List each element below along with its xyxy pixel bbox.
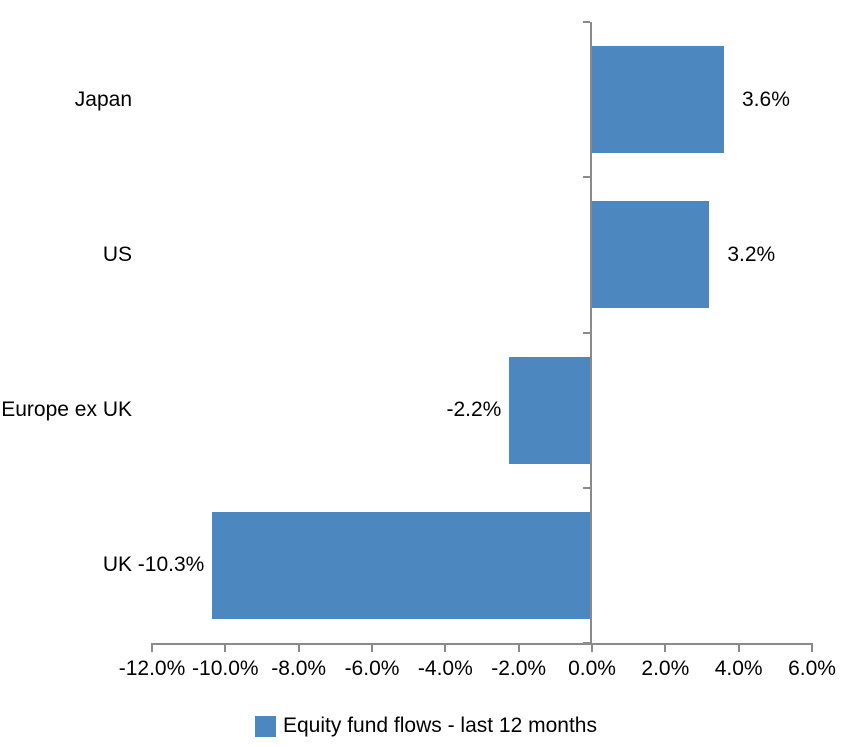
value-label-japan: 3.6% [742, 87, 790, 111]
x-tick-label: 4.0% [714, 657, 763, 680]
x-tick-label: -2.0% [491, 657, 547, 680]
x-tick-label: 0.0% [568, 657, 616, 680]
x-axis-line [151, 643, 813, 645]
legend-swatch [255, 715, 276, 737]
x-tick-label: -4.0% [417, 657, 473, 680]
x-axis-tick [151, 643, 153, 652]
category-label-japan: Japan [74, 87, 132, 111]
category-label-us: US [102, 242, 132, 266]
category-label-uk: UK [102, 553, 132, 577]
bar-japan [592, 46, 724, 154]
legend-label: Equity fund flows - last 12 months [283, 714, 597, 737]
bar-us [592, 201, 710, 309]
x-axis-tick [297, 643, 300, 652]
x-tick-label: 6.0% [788, 657, 836, 680]
y-axis-tick [583, 642, 590, 644]
x-axis-tick [737, 643, 740, 652]
legend: Equity fund flows - last 12 months [0, 712, 852, 740]
x-tick-label: -12.0% [118, 657, 186, 680]
bar-europe-ex-uk [509, 356, 590, 464]
x-tick-label: -6.0% [344, 657, 400, 680]
y-axis-tick [583, 331, 590, 334]
x-axis-tick [591, 643, 593, 652]
y-axis-tick [583, 176, 590, 179]
x-tick-label: -8.0% [271, 657, 327, 680]
bar-uk [212, 511, 590, 619]
value-label-us: 3.2% [727, 242, 776, 266]
x-axis-tick [371, 643, 373, 652]
x-axis-tick [224, 643, 227, 652]
x-tick-label: 2.0% [641, 657, 690, 680]
y-axis-line [590, 22, 592, 645]
category-label-europe-ex-uk: Europe ex UK [1, 398, 132, 422]
x-tick-label: -10.0% [192, 657, 259, 680]
y-axis-tick [583, 486, 590, 489]
x-axis-tick [517, 643, 520, 652]
value-label-uk: -10.3% [137, 553, 205, 577]
x-axis-tick [444, 643, 447, 652]
y-axis-tick [583, 21, 590, 23]
x-axis-tick [664, 643, 667, 652]
x-axis-tick [811, 643, 813, 652]
value-label-europe-ex-uk: -2.2% [446, 398, 502, 422]
